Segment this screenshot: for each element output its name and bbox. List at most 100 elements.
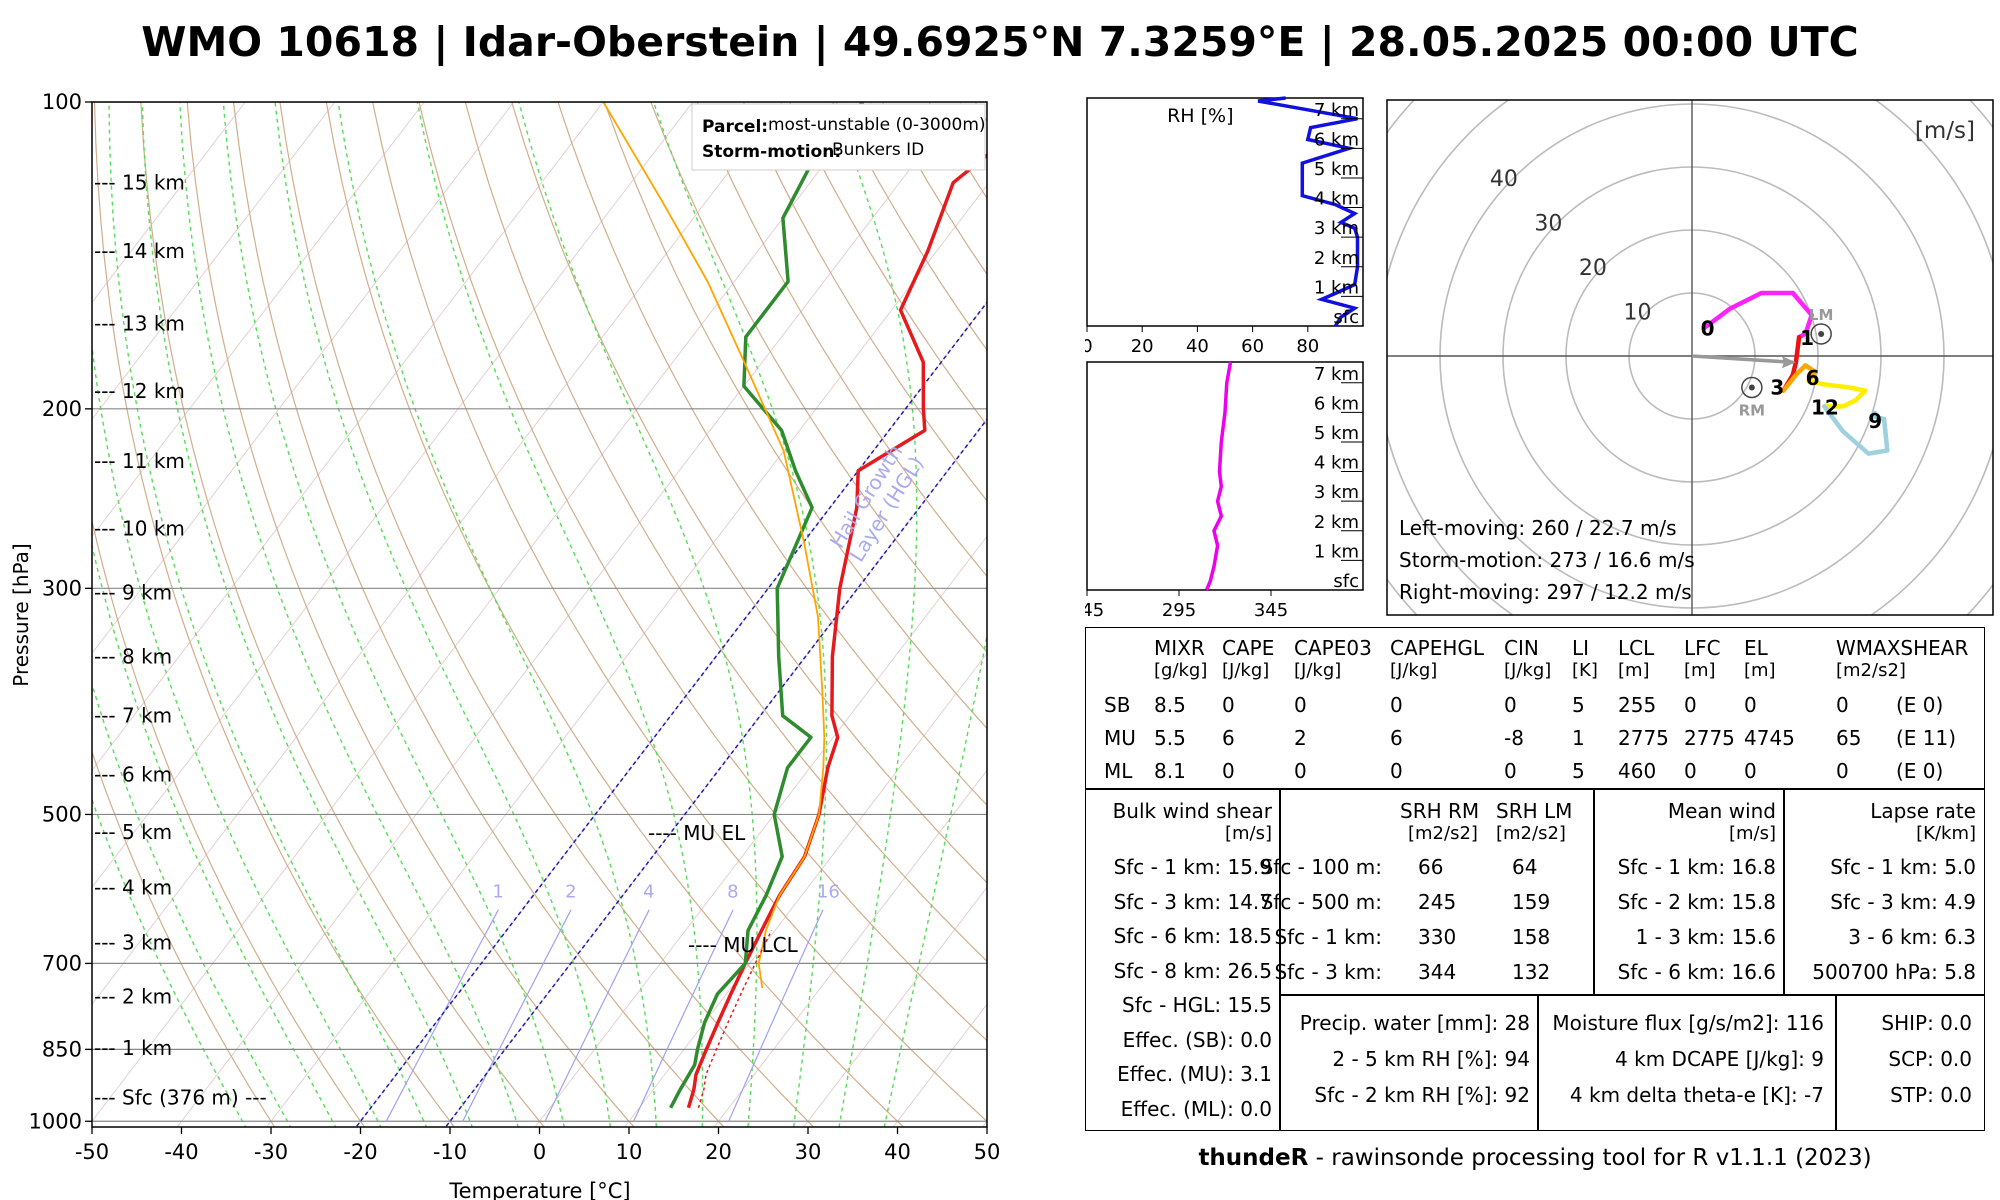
moist-adiabat: [92, 682, 292, 1127]
param-header: CAPE03: [1294, 636, 1372, 660]
isotherm: [355, 301, 987, 1127]
srh-row-label: Sfc - 500 m:: [1260, 890, 1382, 914]
dry-adiabat: [557, 102, 987, 807]
mixing-ratio-line: [728, 909, 824, 1122]
legend-parcel-value: most-unstable (0-3000m): [768, 115, 986, 135]
srh-rm-value: 344: [1418, 960, 1457, 984]
profile-line: [1257, 96, 1360, 327]
dry-adiabat: [279, 102, 815, 1127]
hodograph-height-label: 3: [1770, 376, 1784, 400]
mean-wind-title: Mean wind: [1667, 799, 1776, 823]
lapse-rate-box: Lapse rate [K/km] Sfc - 1 km: 5.0 Sfc - 3…: [1783, 788, 1985, 996]
hodograph-ring-label: 10: [1623, 300, 1651, 325]
isotherm: [92, 102, 425, 538]
storm-motion-arrow: [1691, 354, 1793, 365]
moisture-row: Sfc - 2 km RH [%]: 92: [1314, 1083, 1530, 1107]
mixing-ratio-line: [385, 909, 499, 1122]
moist-adiabat: [652, 102, 827, 1127]
dry-adiabat: [603, 102, 987, 730]
hodograph-height-label: 0: [1701, 317, 1715, 341]
left-moving-text: Left-moving: 260 / 22.7 m/s: [1399, 516, 1677, 540]
x-tick-label: 40: [884, 1140, 911, 1164]
composite-row: SHIP: 0.0: [1881, 1011, 1972, 1035]
bulk-shear-row: Sfc - HGL: 15.5: [1122, 993, 1272, 1017]
param-value: 2775: [1618, 726, 1669, 750]
bulk-shear-unit: [m/s]: [1224, 823, 1272, 844]
profile-height-label: 7 km: [1314, 100, 1359, 121]
moist-adiabat: [92, 797, 247, 1127]
param-value: 0: [1222, 693, 1235, 717]
virtual-temperature: [697, 930, 773, 1109]
y-tick-label: 700: [42, 951, 82, 975]
moist-adiabat: [337, 102, 658, 1127]
bulk-shear-row: Sfc - 3 km: 14.7: [1113, 889, 1272, 914]
composite-box: SHIP: 0.0 SCP: 0.0 STP: 0.0: [1835, 994, 1985, 1131]
param-header: EL: [1744, 636, 1768, 660]
height-label: --- 13 km: [94, 312, 185, 336]
param-value: 0: [1684, 693, 1697, 717]
height-label: --- 10 km: [94, 516, 185, 540]
y-tick-label: 200: [42, 397, 82, 421]
param-value: 6: [1390, 726, 1403, 750]
footer-brand: thundeR: [1198, 1145, 1309, 1171]
hodograph-ring-label: 30: [1534, 211, 1562, 236]
flux-box: Moisture flux [g/s/m2]: 116 4 km DCAPE [J…: [1537, 994, 1837, 1131]
hodograph-ring: [1387, 100, 1993, 615]
skewt-legend: Parcel: most-unstable (0-3000m) Storm-mo…: [691, 103, 986, 171]
height-label: --- 7 km: [94, 704, 172, 728]
param-unit: [J/kg]: [1390, 660, 1438, 681]
x-tick-label: 20: [705, 1140, 732, 1164]
theta-chart: Theta-e [K]7 km6 km5 km4 km3 km2 km1 kms…: [1085, 361, 1364, 621]
srh-row-label: Sfc - 100 m:: [1260, 855, 1382, 879]
hodograph-segment: [1806, 378, 1868, 403]
isotherm: [713, 769, 987, 1127]
moist-adiabat: [108, 102, 428, 1127]
dry-adiabat: [232, 102, 725, 1127]
x-tick-label: -20: [343, 1140, 377, 1164]
lapse-rate-row: Sfc - 1 km: 5.0: [1830, 855, 1976, 879]
moist-adiabat: [832, 102, 918, 1127]
mean-wind-unit: [m/s]: [1728, 823, 1776, 844]
profile-height-label: 3 km: [1314, 218, 1359, 239]
param-value: 0: [1836, 693, 1849, 717]
mean-wind-box: Mean wind [m/s] Sfc - 1 km: 16.8 Sfc - 2 …: [1593, 788, 1785, 996]
param-value: (E 11): [1896, 726, 1957, 750]
bulk-shear-box: Bulk wind shear [m/s] Sfc - 1 km: 15.9 Sf…: [1085, 788, 1281, 1131]
footer: thundeR - rawinsonde processing tool for…: [1085, 1145, 1985, 1171]
param-unit: [m]: [1618, 660, 1650, 681]
height-label: --- 4 km: [94, 876, 172, 900]
hodograph-segment: [1781, 363, 1818, 393]
composite-row: SCP: 0.0: [1888, 1047, 1972, 1071]
param-value: 8.5: [1154, 693, 1186, 717]
hodograph-unit: [m/s]: [1915, 118, 1975, 144]
hodograph-ring-label: 40: [1490, 167, 1518, 192]
profile-height-label: sfc: [1333, 307, 1359, 328]
srh-rm-unit: [m2/s2]: [1408, 823, 1478, 844]
x-axis-label: Temperature [°C]: [448, 1179, 630, 1200]
profile-height-label: 1 km: [1314, 541, 1359, 562]
moist-adiabat: [92, 341, 382, 1127]
isotherm: [892, 1003, 987, 1127]
moisture-row: Precip. water [mm]: 28: [1299, 1011, 1530, 1035]
profile-height-label: 1 km: [1314, 277, 1359, 298]
right-moving-text: Right-moving: 297 / 12.2 m/s: [1399, 580, 1692, 604]
composite-row: STP: 0.0: [1890, 1083, 1972, 1107]
param-value: -8: [1504, 726, 1524, 750]
height-label: --- 12 km: [94, 379, 185, 403]
hodograph-height-label: 9: [1868, 409, 1882, 433]
param-unit: [J/kg]: [1222, 660, 1270, 681]
isotherm: [445, 418, 987, 1127]
lapse-rate-title: Lapse rate: [1870, 799, 1976, 823]
mixing-ratio-label: 4: [643, 882, 654, 903]
mixing-ratio-label: 1: [492, 882, 503, 903]
moist-adiabat: [92, 542, 337, 1127]
x-tick-label: 0: [533, 1140, 546, 1164]
param-header: MIXR: [1154, 636, 1205, 660]
param-value: 0: [1504, 693, 1517, 717]
series-temperature: [686, 152, 987, 1109]
mixing-ratio-line: [544, 909, 650, 1122]
y-tick-label: 500: [42, 802, 82, 826]
bulk-shear-row: Sfc - 6 km: 18.5: [1113, 924, 1272, 948]
page-title: WMO 10618 | Idar-Oberstein | 49.6925°N 7…: [141, 18, 1859, 66]
param-header: LCL: [1618, 636, 1655, 660]
